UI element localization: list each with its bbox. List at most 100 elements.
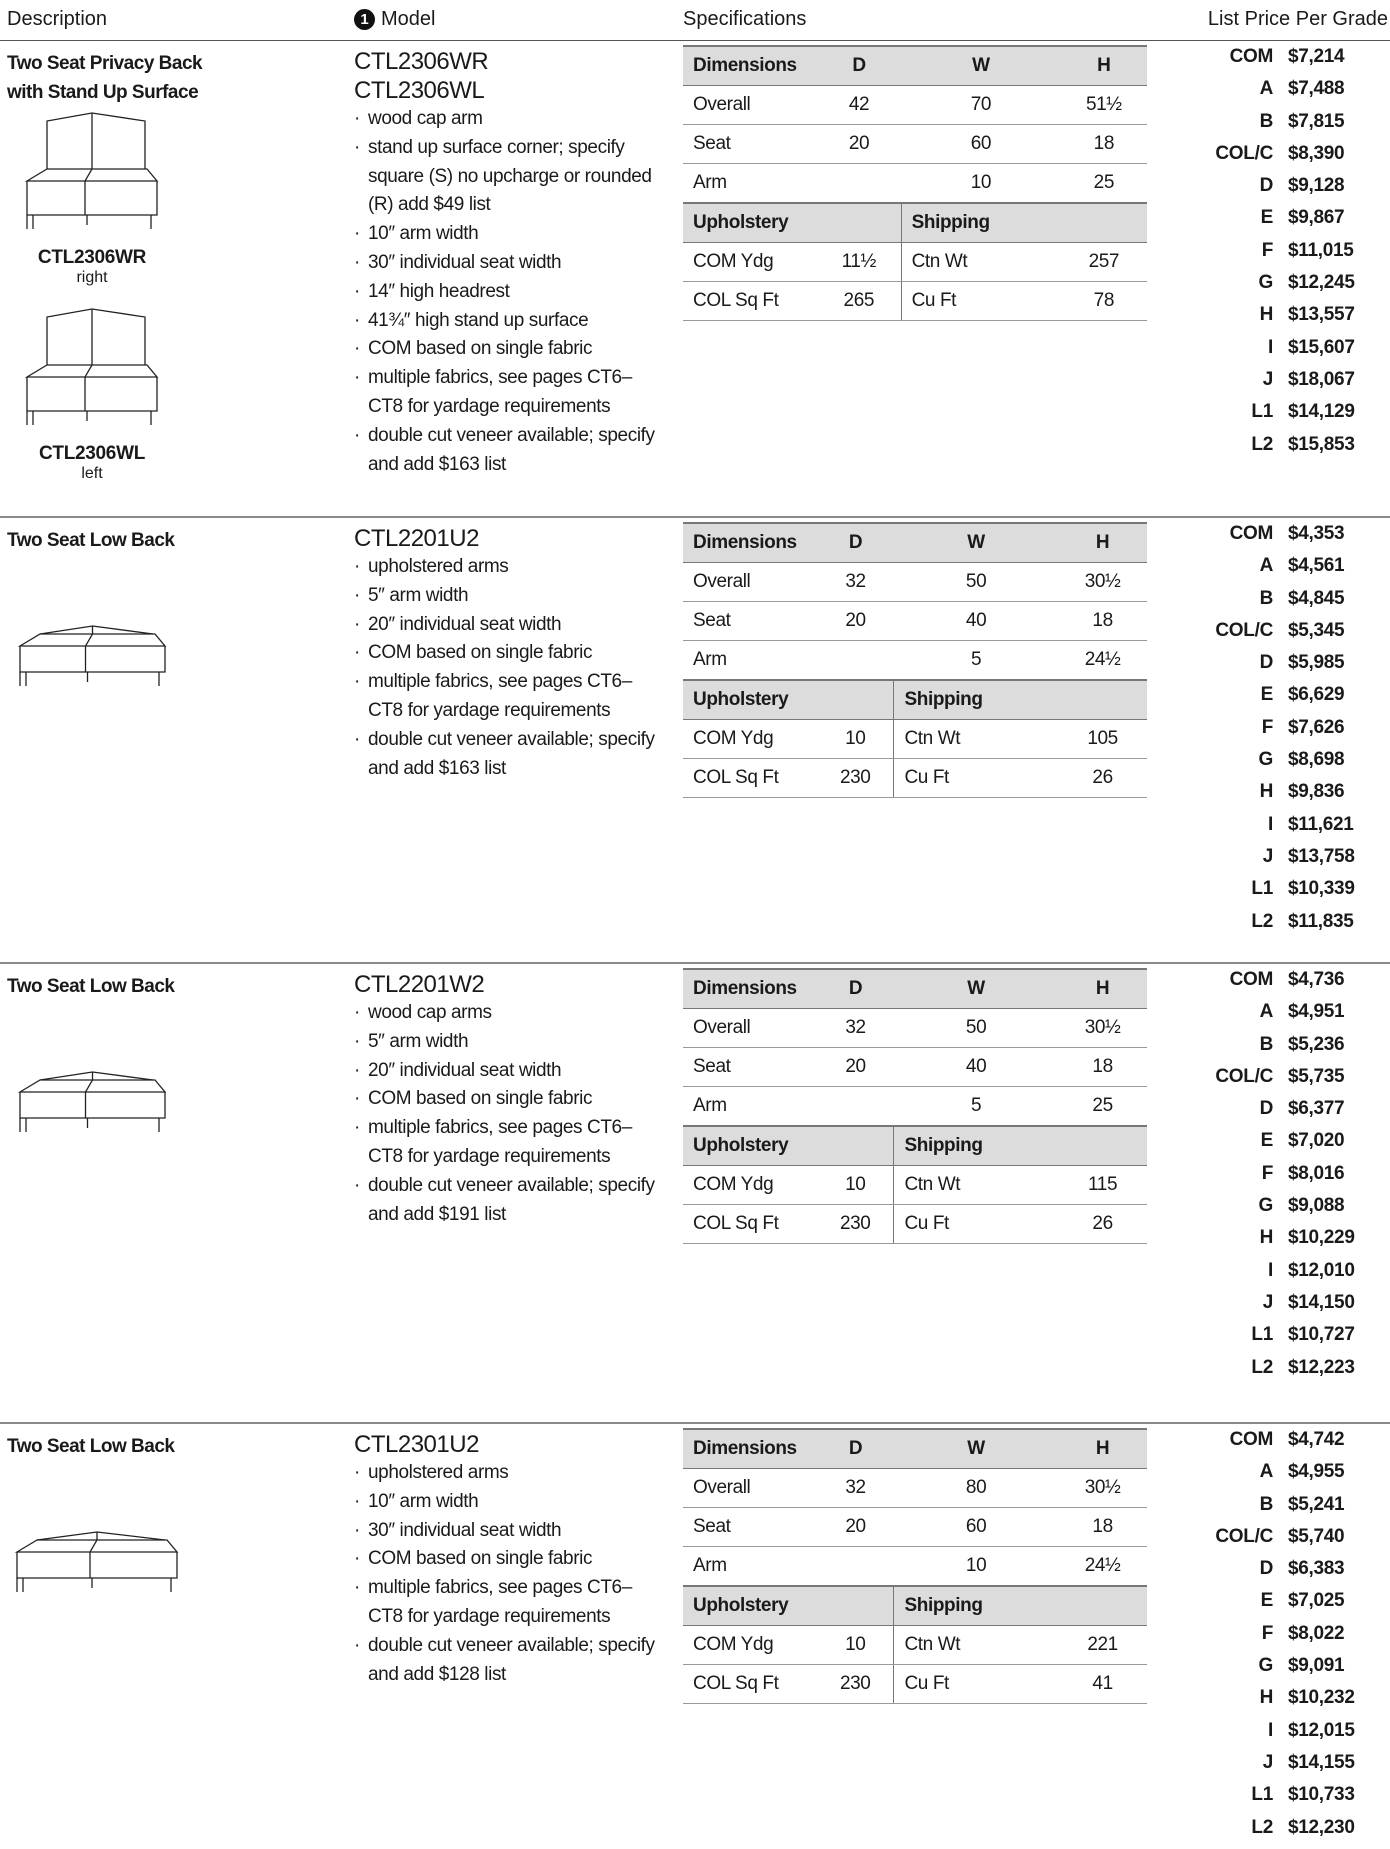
price-row: G $12,245	[1193, 272, 1372, 304]
price: $4,955	[1288, 1461, 1345, 1483]
price-list: COM $4,736 A $4,951 B $5,236 COL/C $5,735 D $6,37…	[1193, 969, 1372, 1389]
feature: COM based on single fabric	[354, 1085, 664, 1114]
spec-cell: 30½	[1058, 1008, 1147, 1048]
dimension-row: Arm 5 24½	[683, 640, 1147, 681]
price: $6,377	[1288, 1098, 1345, 1120]
price-row: COL/C $8,390	[1193, 143, 1372, 175]
spec-cell: 30½	[1058, 1468, 1147, 1508]
price-row: B $7,815	[1193, 111, 1372, 143]
dimension-row: Arm 10 24½	[683, 1546, 1147, 1587]
price-row: J $13,758	[1193, 846, 1372, 878]
price: $7,815	[1288, 110, 1345, 132]
grade: G	[1258, 272, 1274, 294]
price: $12,223	[1288, 1356, 1355, 1378]
spec-cell: 105	[1058, 719, 1147, 759]
feature: stand up surface corner; specify square …	[354, 134, 664, 220]
drawing-line	[24, 168, 159, 182]
price: $5,345	[1288, 619, 1345, 641]
description-line: Two Seat Low Back	[7, 1436, 175, 1457]
price: $9,836	[1288, 781, 1345, 803]
grade: J	[1262, 1291, 1274, 1313]
grade: I	[1268, 336, 1273, 358]
spec-header-cell: H	[1058, 1428, 1147, 1469]
spec-cell: 10	[893, 1546, 1059, 1587]
price: $9,128	[1288, 175, 1345, 197]
drawing-line	[17, 1079, 166, 1093]
grade: D	[1259, 1098, 1274, 1120]
description: Two Seat Privacy Back with Stand Up Surfa…	[7, 49, 337, 107]
feature: double cut veneer available; specify and…	[354, 1632, 664, 1690]
grade: J	[1262, 1751, 1274, 1773]
drawing-line	[16, 1552, 178, 1579]
grade: A	[1259, 555, 1274, 577]
price: $10,733	[1288, 1784, 1355, 1806]
feature: multiple fabrics, see pages CT6–CT8 for …	[354, 1574, 664, 1632]
product-images	[7, 1034, 177, 1134]
grade: COM	[1229, 969, 1274, 990]
price-row: L2 $11,835	[1193, 911, 1372, 943]
feature-list: wood cap armstand up surface corner; spe…	[354, 105, 664, 479]
price: $9,867	[1288, 207, 1345, 229]
price-row: D $6,383	[1193, 1558, 1372, 1590]
grade: J	[1262, 845, 1274, 867]
price: $14,129	[1288, 401, 1355, 423]
spec-cell: 10	[901, 163, 1061, 204]
grade: G	[1258, 1655, 1274, 1677]
feature: 20″ individual seat width	[354, 611, 664, 640]
spec-table: Dimensions D W H Overall 32 80 30½ Seat 20 60 18 Arm…	[683, 1428, 1147, 1704]
spec-cell: 20	[817, 124, 902, 164]
grade: D	[1259, 175, 1274, 197]
price: $6,383	[1288, 1558, 1345, 1580]
feature-list: upholstered arms10″ arm width30″ individ…	[354, 1459, 664, 1689]
feature: upholstered arms	[354, 553, 664, 582]
price-row: I $12,015	[1193, 1720, 1372, 1752]
price-row: L2 $15,853	[1193, 434, 1372, 466]
price: $8,390	[1288, 142, 1345, 164]
grade: COM	[1229, 1429, 1274, 1450]
column-header: Description 1 Model Specifications List Pric…	[0, 0, 1390, 41]
price-row: H $10,229	[1193, 1227, 1372, 1259]
spec-cell: Arm	[683, 640, 817, 681]
feature: double cut veneer available; specify and…	[354, 726, 664, 784]
spec-header-cell: Upholstery	[683, 679, 894, 720]
grade: H	[1259, 781, 1274, 803]
upholstery-row: COM Ydg 10 Ctn Wt 115	[683, 1165, 1147, 1205]
grade: L1	[1251, 401, 1273, 423]
product-drawing	[17, 625, 166, 686]
grade: H	[1259, 304, 1274, 326]
dimension-row: Seat 20 60 18	[683, 1507, 1147, 1547]
price-row: COM $7,214	[1193, 46, 1372, 78]
price-row: F $8,022	[1193, 1623, 1372, 1655]
image-subcaption: right	[76, 269, 108, 286]
price-row: E $6,629	[1193, 684, 1372, 716]
upholstery-row: COL Sq Ft 230 Cu Ft 26	[683, 758, 1147, 798]
spec-table: Dimensions D W H Overall 32 50 30½ Seat 20 40 18 Arm…	[683, 968, 1147, 1244]
price: $5,236	[1288, 1033, 1345, 1055]
spec-cell: 18	[1058, 1507, 1147, 1547]
spec-cell	[817, 1546, 894, 1587]
spec-cell: 60	[901, 124, 1061, 164]
spec-cell: 265	[817, 281, 902, 321]
price-row: I $15,607	[1193, 337, 1372, 369]
upholstery-row: COL Sq Ft 265 Cu Ft 78	[683, 281, 1147, 321]
price: $4,742	[1288, 1429, 1345, 1450]
feature: COM based on single fabric	[354, 1545, 664, 1574]
spec-cell: 24½	[1058, 640, 1147, 681]
spec-header-cell: D	[817, 968, 894, 1009]
description-line: Two Seat Low Back	[7, 530, 175, 551]
price: $12,230	[1288, 1816, 1355, 1838]
grade: L1	[1251, 878, 1273, 900]
spec-cell: COL Sq Ft	[683, 1664, 817, 1704]
drawing-line	[39, 625, 153, 635]
price: $7,626	[1288, 716, 1345, 738]
price: $10,232	[1288, 1687, 1355, 1709]
price: $14,150	[1288, 1291, 1355, 1313]
price-row: COM $4,353	[1193, 523, 1372, 555]
drawing-line	[18, 1118, 160, 1132]
spec-cell: 32	[817, 1468, 894, 1508]
price-row: A $4,951	[1193, 1001, 1372, 1033]
price-row: L2 $12,230	[1193, 1817, 1372, 1849]
price-row: I $11,621	[1193, 814, 1372, 846]
spec-header-cell: Upholstery	[683, 1125, 894, 1166]
feature: wood cap arms	[354, 999, 664, 1028]
